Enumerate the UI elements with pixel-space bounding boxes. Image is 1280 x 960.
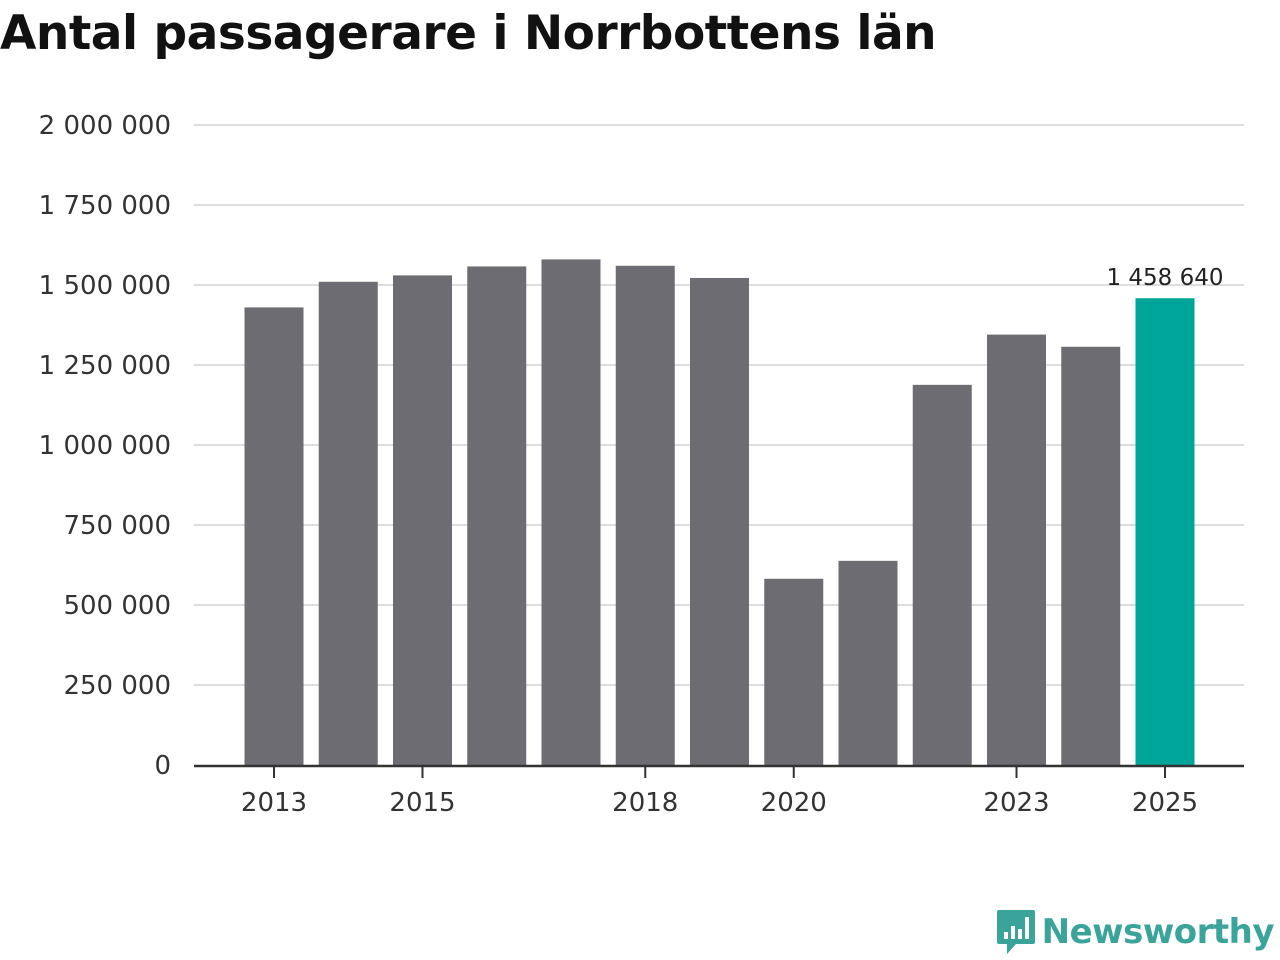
- bar-2018: [615, 265, 675, 765]
- y-tick-label: 2 000 000: [39, 111, 171, 141]
- bar-2021: [838, 560, 898, 765]
- y-tick-label: 1 250 000: [39, 351, 171, 381]
- bar-2024: [1061, 346, 1121, 765]
- x-tick-label: 2015: [389, 788, 455, 818]
- brand-logo: Newsworthy: [996, 908, 1275, 956]
- chart-title: Antal passagerare i Norrbottens län: [0, 6, 937, 61]
- y-tick-label: 750 000: [63, 511, 171, 541]
- y-tick-label: 1 750 000: [39, 191, 171, 221]
- bar-2017: [541, 259, 601, 765]
- data-label: 1 458 640: [1106, 265, 1223, 291]
- y-tick-label: 0: [154, 751, 171, 781]
- data-labels: 1 458 640: [1106, 265, 1223, 291]
- y-tick-label: 250 000: [63, 671, 171, 701]
- x-axis-tick-labels: 2013 2015 2018 2020 2023 2025: [241, 767, 1198, 818]
- bar-2019: [690, 277, 749, 765]
- y-tick-label: 1 500 000: [39, 271, 171, 301]
- x-tick-label: 2023: [983, 788, 1049, 818]
- x-tick-label: 2020: [761, 788, 827, 818]
- bar-2022: [912, 384, 972, 765]
- x-tick-label: 2025: [1132, 788, 1198, 818]
- x-tick-label: 2018: [612, 788, 678, 818]
- bar-2013: [244, 307, 304, 765]
- y-tick-label: 1 000 000: [39, 431, 171, 461]
- newsworthy-logo-icon: [996, 910, 1035, 954]
- brand-name: Newsworthy: [1041, 912, 1275, 952]
- bar-2020: [764, 578, 824, 765]
- y-tick-label: 500 000: [63, 591, 171, 621]
- bar-2014: [318, 281, 378, 765]
- bars: [244, 259, 1195, 765]
- bar-2015: [393, 275, 452, 765]
- bar-2023: [987, 334, 1046, 765]
- x-tick-label: 2013: [241, 788, 307, 818]
- bar-2025: [1135, 298, 1195, 765]
- bar-2016: [467, 266, 527, 765]
- y-axis-tick-labels: 0 250 000 500 000 750 000 1 000 000 1 250 000…: [39, 111, 171, 781]
